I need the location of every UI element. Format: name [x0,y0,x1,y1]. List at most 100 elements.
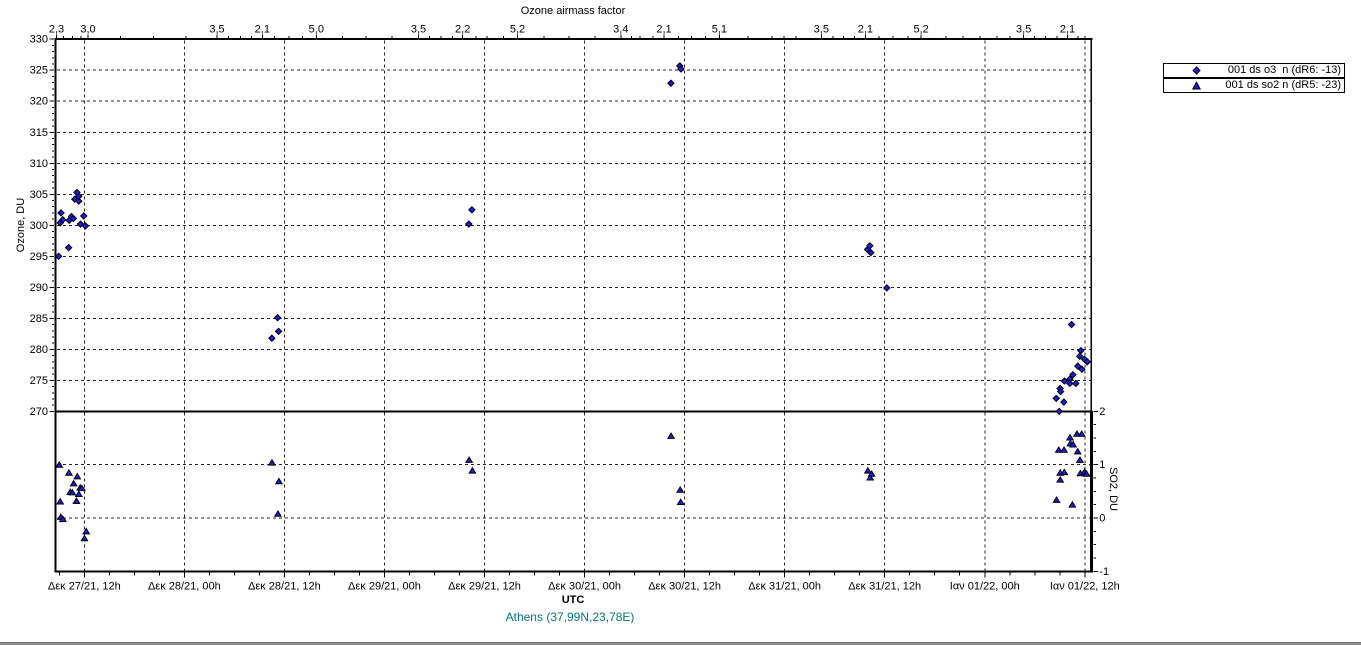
so2-data-point [667,432,676,439]
so2-data-point [64,468,74,476]
so2-data-point [676,498,685,506]
so2-data-point [1054,446,1063,453]
ozone-axis-tick-label: 320 [30,96,48,108]
o3-data-point [1056,387,1065,396]
top-axis-tick-label: 3,5 [814,24,829,36]
ozone-axis-tick-label: 310 [30,158,48,170]
o3-data-point [667,79,675,88]
top-axis-title: Ozone airmass factor [520,5,626,17]
o3-data-point [465,220,473,228]
o3-data-point [677,65,685,73]
top-axis-tick-label: 3,5 [1016,24,1031,36]
so2-data-point [1052,496,1061,503]
top-axis-tick-label: 2,1 [255,24,270,36]
o3-data-point [64,243,73,252]
x-axis-tick-label: Δεκ 29/21, 00h [348,580,421,592]
so2-data-point [1072,430,1082,437]
so2-data-point [58,515,67,523]
so2-data-point [68,488,77,496]
top-axis-tick-label: 2,2 [455,24,470,36]
x-axis-tick-label: Δεκ 29/21, 12h [448,580,521,592]
o3-data-point [1077,346,1085,355]
o3-data-point [69,214,78,223]
top-axis-tick-label: 2,3 [49,24,64,36]
so2-data-point [1075,456,1085,463]
station-caption: Athens (37,99N,23,78E) [505,610,635,624]
o3-data-point [57,209,65,217]
o3-data-point [81,222,90,230]
o3-data-point [74,197,83,205]
o3-data-point [1073,362,1082,370]
o3-data-point [273,313,282,322]
o3-data-point [1067,320,1076,329]
o3-data-point [1083,357,1092,366]
o3-data-point [866,241,874,250]
top-axis-tick-label: 5,2 [510,24,525,36]
so2-axis-tick-label: -1 [1099,566,1109,578]
so2-data-point [82,527,91,535]
so2-data-point [56,497,65,505]
so2-data-point [80,534,89,542]
so2-data-point [77,484,86,492]
top-axis-tick-label: 3,5 [411,24,426,36]
x-axis-title: UTC [561,594,585,606]
top-axis-tick-label: 5,0 [309,24,324,36]
so2-data-point [69,479,78,487]
o3-data-point [1071,379,1080,388]
legend-item-o3: 001 ds o3 n (dR6: -13) [1163,63,1345,78]
so2-data-point [1069,440,1078,448]
legend-label-o3: 001 ds o3 n (dR6: -13) [1227,64,1341,76]
x-axis-tick-label: Δεκ 30/21, 12h [648,580,721,592]
ozone-axis-tick-label: 295 [30,251,48,263]
so2-data-point [1056,475,1065,483]
x-axis-tick-label: Δεκ 27/21, 12h [48,580,121,592]
ozone-axis-tick-label: 325 [30,65,48,77]
so2-data-point [1082,469,1091,477]
x-axis-tick-label: Ιαν 01/22, 00h [950,580,1020,592]
top-axis-tick-label: 2,1 [858,24,873,36]
ozone-axis-tick-label: 275 [30,375,48,387]
ozone-axis-tick-label: 280 [30,344,48,356]
so2-data-point [1065,433,1075,441]
x-axis-tick-label: Δεκ 28/21, 12h [248,580,321,592]
top-axis-tick-label: 5,2 [913,24,928,36]
so2-data-point [468,466,477,474]
o3-data-point [1069,370,1077,379]
o3-data-point [1060,398,1068,406]
ozone-axis-tick-label: 330 [30,34,48,46]
legend: 001 ds o3 n (dR6: -13) 001 ds so2 n (dR5… [1163,63,1345,93]
ozone-axis-tick-label: 270 [30,406,48,418]
top-axis-tick-label: 2,1 [1060,24,1075,36]
window-bottom-edge [0,642,1361,645]
o3-data-point [1055,407,1064,416]
so2-data-point [1068,500,1077,508]
legend-label-so2: 001 ds so2 n (dR5: -23) [1225,79,1341,91]
ozone-axis-tick-label: 290 [30,282,48,294]
o3-data-point [1075,352,1084,360]
so2-axis-tick-label: 2 [1099,406,1105,418]
so2-data-point [72,497,81,504]
so2-data-point [73,472,82,480]
o3-data-point [54,252,63,261]
so2-data-point [867,469,876,477]
so2-data-point [273,509,282,517]
o3-data-point [866,248,875,257]
so2-data-point [1060,468,1069,476]
so2-data-point [274,477,283,485]
so2-data-point [74,490,83,498]
o3-data-point [1065,379,1074,388]
so2-data-point [863,466,872,474]
o3-data-point [468,205,476,214]
so2-data-point [866,473,875,481]
so2-axis-tick-label: 1 [1099,459,1105,471]
so2-data-point [676,485,685,493]
o3-data-point [1078,365,1086,374]
top-axis-tick-label: 2,1 [656,24,671,36]
ozone-axis-tick-label: 305 [30,189,48,201]
o3-data-point [1060,377,1069,385]
o3-diamond-marker-icon [1191,65,1202,76]
so2-data-point [465,456,474,463]
top-axis-tick-label: 3,5 [209,24,224,36]
